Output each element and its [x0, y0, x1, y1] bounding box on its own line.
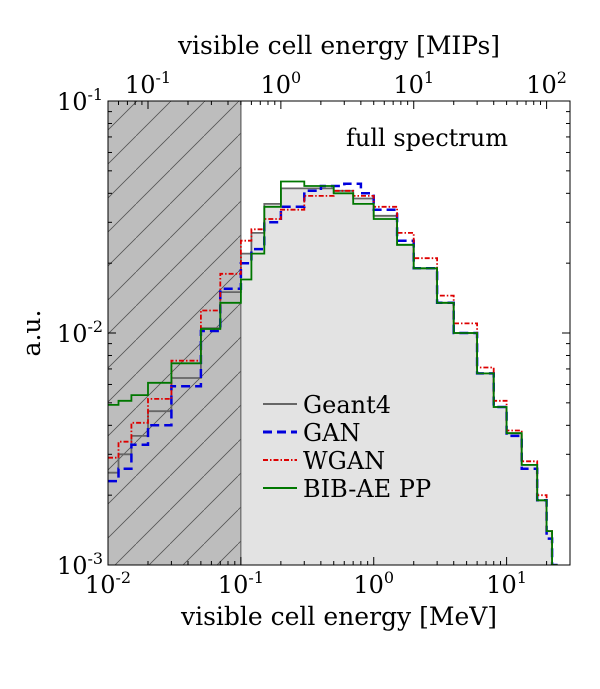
y-tick-label: 10-3: [57, 549, 103, 580]
top-tick-label: 101: [393, 68, 434, 99]
annotation-full-spectrum: full spectrum: [346, 124, 508, 152]
legend-label-wgan: WGAN: [303, 447, 385, 475]
plot-area: [108, 101, 558, 565]
legend-label-bibae: BIB-AE PP: [303, 475, 431, 503]
x-tick-label: 10-1: [218, 568, 264, 599]
top-tick-label: 10-1: [125, 68, 171, 99]
x-axis-label: visible cell energy [MeV]: [180, 602, 497, 631]
x-tick-label: 10-2: [85, 568, 131, 599]
y-tick-label: 10-1: [57, 85, 103, 116]
y-tick-label: 10-2: [57, 317, 103, 348]
series-line-bib-ae-pp: [108, 180, 558, 565]
series-line-gan: [108, 182, 558, 565]
y-axis-label: a.u.: [17, 310, 46, 357]
top-tick-label: 100: [260, 68, 301, 99]
top-axis-label: visible cell energy [MIPs]: [177, 31, 500, 60]
series-layer: [108, 101, 558, 565]
x-tick-label: 100: [353, 568, 394, 599]
shaded-region-overlay-hatch: [108, 101, 241, 565]
x-tick-label: 101: [486, 568, 527, 599]
legend-label-geant4: Geant4: [303, 391, 391, 419]
legend: Geant4 GAN WGAN BIB-AE PP: [263, 391, 431, 503]
top-tick-label: 102: [526, 68, 567, 99]
legend-label-gan: GAN: [303, 419, 361, 447]
